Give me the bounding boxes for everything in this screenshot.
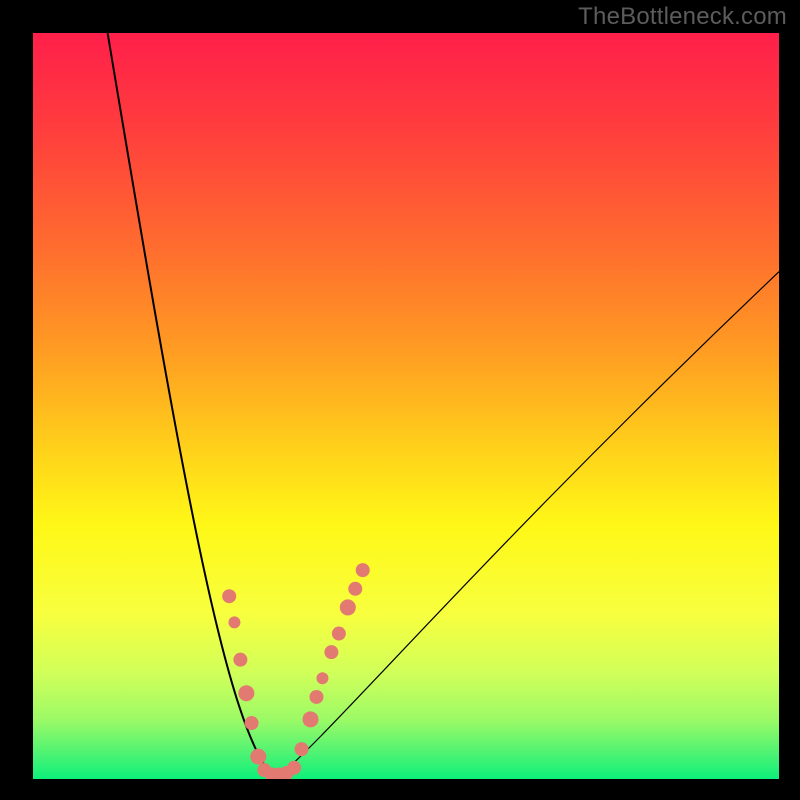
plot-area bbox=[33, 33, 779, 779]
marker-left-1 bbox=[228, 616, 240, 628]
marker-left-5 bbox=[250, 749, 266, 765]
plot-svg bbox=[33, 33, 779, 779]
marker-left-4 bbox=[245, 716, 259, 730]
marker-right-4 bbox=[324, 645, 338, 659]
watermark-text: TheBottleneck.com bbox=[578, 3, 787, 31]
marker-right-8 bbox=[356, 563, 370, 577]
marker-right-7 bbox=[348, 582, 362, 596]
marker-right-1 bbox=[303, 711, 319, 727]
marker-right-6 bbox=[340, 599, 356, 615]
chart-frame: TheBottleneck.com bbox=[0, 0, 800, 800]
marker-left-10 bbox=[287, 761, 301, 775]
plot-background bbox=[33, 33, 779, 779]
marker-right-3 bbox=[316, 672, 328, 684]
marker-right-2 bbox=[309, 690, 323, 704]
marker-left-2 bbox=[233, 653, 247, 667]
marker-right-5 bbox=[332, 627, 346, 641]
marker-left-0 bbox=[222, 589, 236, 603]
marker-right-0 bbox=[295, 742, 309, 756]
marker-left-3 bbox=[238, 685, 254, 701]
